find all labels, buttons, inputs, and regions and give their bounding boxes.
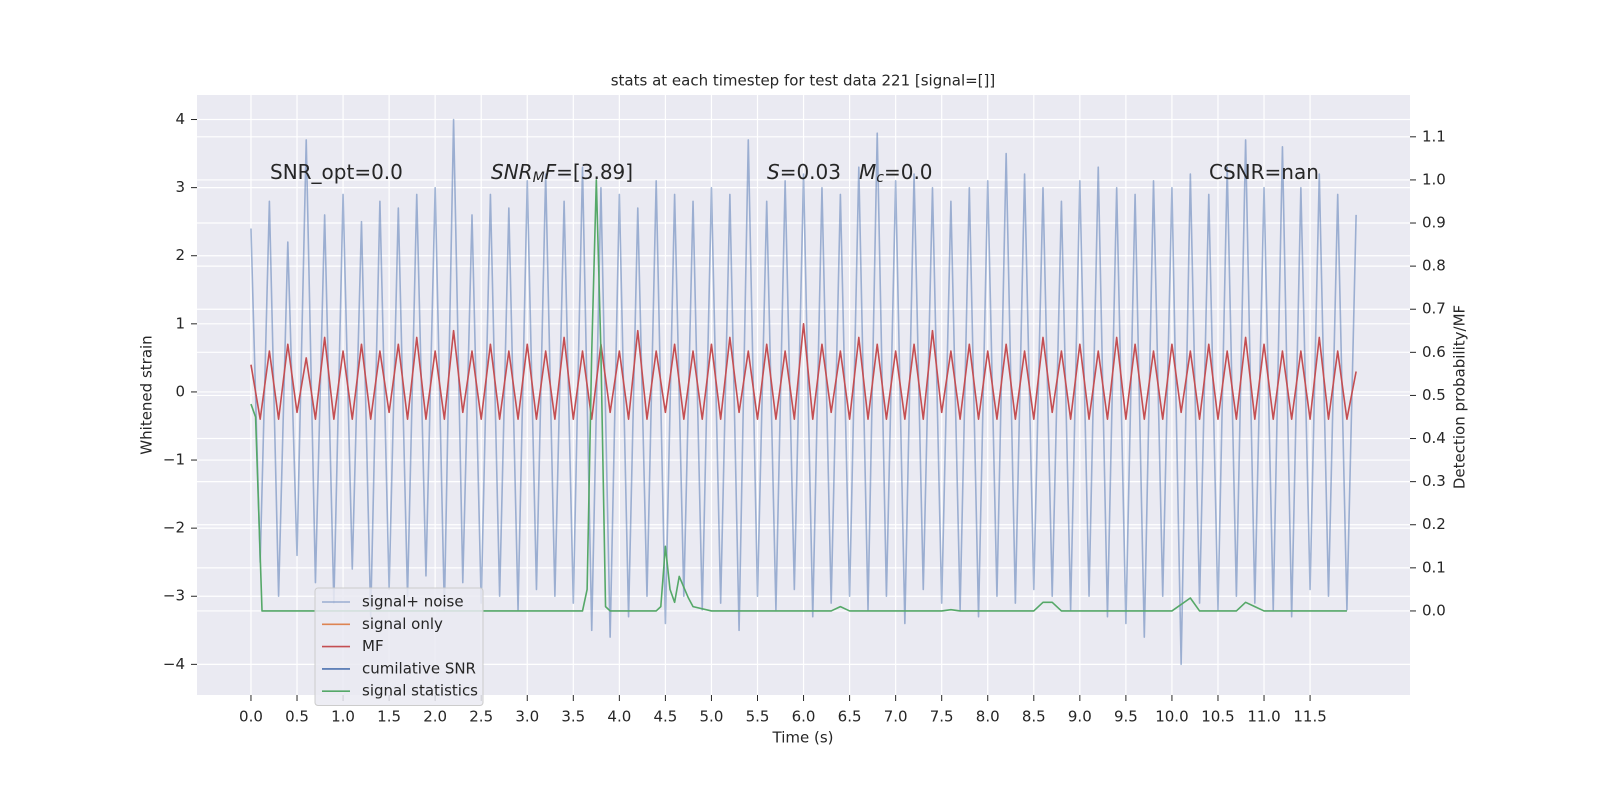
legend: signal+ noise signal only MF cumilative SNR… (314, 587, 484, 706)
annotation-part: c (876, 170, 884, 186)
x-tick-label: 2.5 (469, 708, 493, 726)
y-tick-label: 2 (175, 246, 185, 264)
legend-label: signal statistics (362, 682, 478, 700)
x-tick-label: 5.0 (700, 708, 724, 726)
annotation: SNR_opt=0.0 (270, 160, 403, 184)
x-tick-label: 7.5 (930, 708, 954, 726)
x-tick-label: 1.5 (377, 708, 401, 726)
x-tick-label: 9.0 (1068, 708, 1092, 726)
marks (250, 118, 1357, 666)
y2-tick-label: 0.6 (1422, 343, 1446, 361)
x-tick-label: 3.5 (561, 708, 585, 726)
y-tick-label: −3 (163, 587, 185, 605)
x-tick-label: 1.0 (331, 708, 355, 726)
annotation-part: =0.0 (884, 160, 933, 184)
annotation-part: CSNR=nan (1209, 160, 1319, 184)
x-tick-label: 10.5 (1201, 708, 1234, 726)
y-axis-label: Whitened strain (138, 335, 156, 454)
annotation: SNRMF=[3.89] (491, 160, 633, 187)
x-axis-label: Time (s) (772, 729, 834, 747)
y-tick-label: −1 (163, 451, 185, 469)
y2-tick-label: 1.0 (1422, 170, 1446, 188)
x-tick-label: 11.5 (1293, 708, 1326, 726)
series-line (250, 323, 1357, 420)
x-tick-label: 6.0 (792, 708, 816, 726)
x-tick-label: 5.5 (746, 708, 770, 726)
x-tick-label: 4.0 (607, 708, 631, 726)
y-tick-label: 3 (175, 178, 185, 196)
annotation-part: M (533, 170, 545, 186)
annotation-part: =0.03 (780, 160, 841, 184)
y2-axis-label: Detection probability/MF (1451, 305, 1469, 489)
series-line (250, 118, 1357, 666)
annotation: S=0.03 (767, 160, 841, 184)
y2-tick-label: 1.1 (1422, 127, 1446, 145)
annotation: Mc=0.0 (859, 160, 933, 187)
y2-tick-label: 0.5 (1422, 386, 1446, 404)
x-tick-label: 9.5 (1114, 708, 1138, 726)
y2-tick-label: 0.9 (1422, 214, 1446, 232)
chart-title: stats at each timestep for test data 221… (611, 72, 996, 90)
y-tick-label: 1 (175, 314, 185, 332)
y2-tick-label: 0.4 (1422, 429, 1446, 447)
annotation-part: SNR_opt=0.0 (270, 160, 403, 184)
annotation: CSNR=nan (1209, 160, 1319, 184)
series-line (250, 179, 1347, 612)
y-tick-label: −4 (163, 655, 185, 673)
annotation-part: SNR (491, 160, 533, 184)
y2-tick-label: 0.8 (1422, 257, 1446, 275)
x-tick-label: 2.0 (423, 708, 447, 726)
annotation-part: M (859, 160, 876, 184)
x-tick-label: 8.0 (976, 708, 1000, 726)
x-tick-label: 3.0 (515, 708, 539, 726)
x-tick-label: 4.5 (653, 708, 677, 726)
annotation-part: S (767, 160, 780, 184)
x-tick-label: 8.5 (1022, 708, 1046, 726)
y2-tick-label: 0.2 (1422, 515, 1446, 533)
x-tick-label: 0.5 (285, 708, 309, 726)
legend-label: signal only (362, 615, 443, 633)
legend-label: cumilative SNR (362, 659, 476, 677)
x-tick-label: 11.0 (1247, 708, 1280, 726)
annotation-part: F (545, 160, 557, 184)
legend-box (314, 587, 484, 706)
legend-label: signal+ noise (362, 593, 464, 611)
x-tick-label: 7.0 (884, 708, 908, 726)
y2-tick-label: 0.7 (1422, 300, 1446, 318)
x-tick-label: 6.5 (838, 708, 862, 726)
y2-tick-label: 0.3 (1422, 472, 1446, 490)
x-tick-label: 10.0 (1155, 708, 1188, 726)
y-tick-label: 4 (175, 110, 185, 128)
annotation-part: =[3.89] (556, 160, 633, 184)
y2-tick-label: 0.1 (1422, 558, 1446, 576)
y-tick-label: −2 (163, 519, 185, 537)
y2-tick-label: 0.0 (1422, 601, 1446, 619)
legend-label: MF (362, 637, 384, 655)
x-tick-label: 0.0 (239, 708, 263, 726)
y-tick-label: 0 (175, 382, 185, 400)
